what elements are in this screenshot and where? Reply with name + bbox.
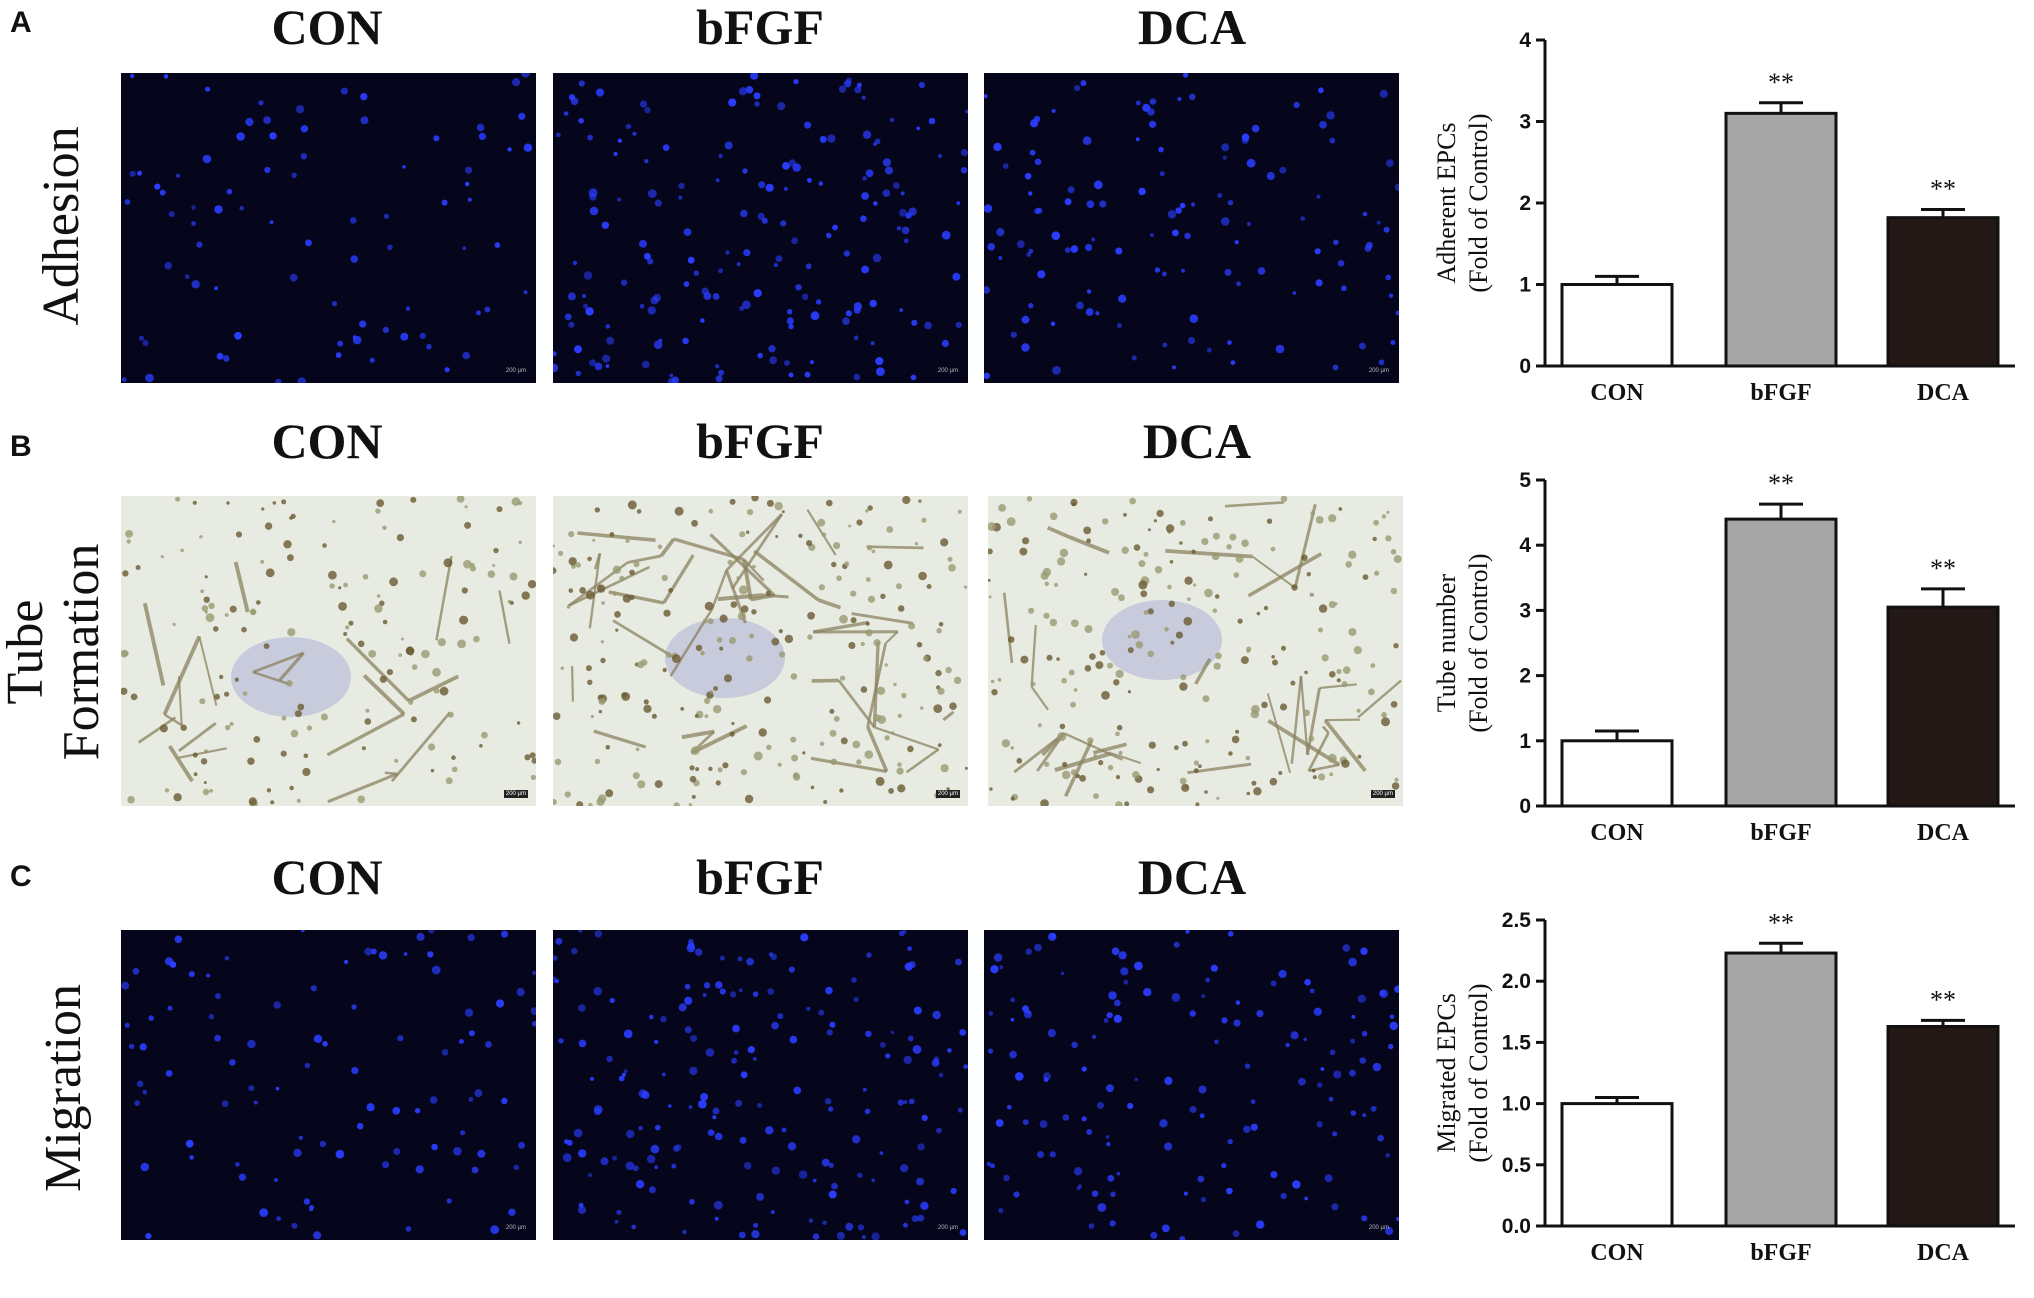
- y-axis-label: (Fold of Control): [1464, 553, 1493, 732]
- adhesion-bfgf-image-render: [553, 73, 968, 383]
- y-axis-label: (Fold of Control): [1464, 113, 1493, 292]
- row-label-line: Migration: [36, 984, 92, 1192]
- bar-bfgf: [1726, 113, 1836, 366]
- column-title-con: CON: [117, 848, 537, 906]
- row-label-migration: Migration: [4, 878, 124, 1298]
- x-tick-label: bFGF: [1750, 1240, 1811, 1266]
- migration-con-image-render: [121, 930, 536, 1240]
- y-tick-label: 2: [1519, 192, 1531, 215]
- significance-marker: **: [1930, 554, 1956, 583]
- x-tick-label: bFGF: [1750, 820, 1811, 846]
- tube-con-image: 200 µm: [121, 496, 536, 806]
- migration-dca-image-render: [984, 930, 1399, 1240]
- x-tick-label: bFGF: [1750, 380, 1811, 406]
- y-tick-label: 0.0: [1502, 1215, 1531, 1238]
- bar-bfgf: [1726, 519, 1836, 806]
- adhesion-con-image-render: [121, 73, 536, 383]
- migration-dca-image: 200 µm: [984, 930, 1399, 1240]
- significance-marker: **: [1768, 68, 1794, 97]
- y-axis-label: Adherent EPCs: [1432, 122, 1461, 283]
- row-label-tube-formation: Tube Formation: [0, 442, 114, 862]
- row-label-line: Tube: [0, 600, 54, 705]
- y-axis-label: Migrated EPCs: [1432, 993, 1461, 1153]
- adhesion-dca-image: 200 µm: [984, 73, 1399, 383]
- significance-marker: **: [1768, 469, 1794, 498]
- tube-bfgf-image-render: [553, 496, 968, 806]
- adhesion-bfgf-image: 200 µm: [553, 73, 968, 383]
- y-axis-label: Tube number: [1432, 573, 1461, 712]
- y-tick-label: 1.5: [1502, 1031, 1532, 1054]
- x-tick-label: CON: [1590, 380, 1644, 406]
- scale-bar-label: 200 µm: [1367, 367, 1391, 375]
- bar-con: [1562, 741, 1672, 806]
- column-title-bfgf: bFGF: [550, 0, 970, 56]
- scale-bar-label: 200 µm: [1367, 1224, 1391, 1232]
- migration-bar-chart: 0.0 0.5 1.0 1.5 2.0 2.5 Migrated EPCs(Fold of …: [1395, 890, 2034, 1260]
- bar-dca: [1888, 1026, 1998, 1226]
- bar-con: [1562, 285, 1672, 367]
- column-title-dca: DCA: [987, 412, 1407, 470]
- bar-con: [1562, 1104, 1672, 1226]
- column-title-dca: DCA: [982, 0, 1402, 56]
- migration-bfgf-image: 200 µm: [553, 930, 968, 1240]
- significance-marker: **: [1930, 175, 1956, 204]
- y-tick-label: 3: [1519, 111, 1531, 134]
- row-label-line: Formation: [54, 544, 110, 761]
- y-tick-label: 0: [1519, 795, 1531, 818]
- y-tick-label: 4: [1519, 534, 1531, 557]
- y-axis-label: (Fold of Control): [1464, 983, 1493, 1162]
- column-title-bfgf: bFGF: [550, 848, 970, 906]
- y-tick-label: 4: [1519, 29, 1531, 52]
- row-label-line: Adhesion: [34, 126, 90, 325]
- adhesion-con-image: 200 µm: [121, 73, 536, 383]
- bar-bfgf: [1726, 953, 1836, 1226]
- tube-bfgf-image: 200 µm: [553, 496, 968, 806]
- migration-bfgf-image-render: [553, 930, 968, 1240]
- y-tick-label: 2.5: [1502, 909, 1532, 932]
- scale-bar-label: 200 µm: [504, 367, 528, 375]
- column-title-bfgf: bFGF: [550, 412, 970, 470]
- y-tick-label: 0.5: [1502, 1154, 1532, 1177]
- y-tick-label: 1: [1519, 274, 1531, 297]
- y-tick-label: 1.0: [1502, 1093, 1531, 1116]
- x-tick-label: CON: [1590, 820, 1644, 846]
- tube-dca-image: 200 µm: [988, 496, 1403, 806]
- column-title-dca: DCA: [982, 848, 1402, 906]
- adhesion-dca-image-render: [984, 73, 1399, 383]
- x-tick-label: DCA: [1917, 820, 1970, 846]
- scale-bar-label: 200 µm: [504, 1224, 528, 1232]
- significance-marker: **: [1768, 908, 1794, 937]
- row-label-adhesion: Adhesion: [2, 16, 122, 436]
- x-tick-label: DCA: [1917, 380, 1970, 406]
- scale-bar-label: 200 µm: [504, 790, 528, 798]
- bar-dca: [1888, 218, 1998, 366]
- migration-con-image: 200 µm: [121, 930, 536, 1240]
- significance-marker: **: [1930, 985, 1956, 1014]
- y-tick-label: 0: [1519, 355, 1531, 378]
- y-tick-label: 2: [1519, 665, 1531, 688]
- bar-dca: [1888, 607, 1998, 806]
- y-tick-label: 2.0: [1502, 970, 1531, 993]
- x-tick-label: DCA: [1917, 1240, 1970, 1266]
- scale-bar-label: 200 µm: [1371, 790, 1395, 798]
- scale-bar-label: 200 µm: [936, 790, 960, 798]
- column-title-con: CON: [117, 0, 537, 56]
- y-tick-label: 3: [1519, 599, 1531, 622]
- scale-bar-label: 200 µm: [936, 1224, 960, 1232]
- column-title-con: CON: [117, 412, 537, 470]
- tube-con-image-render: [121, 496, 536, 806]
- scale-bar-label: 200 µm: [936, 367, 960, 375]
- tube-dca-image-render: [988, 496, 1403, 806]
- y-tick-label: 1: [1519, 730, 1531, 753]
- x-tick-label: CON: [1590, 1240, 1644, 1266]
- y-tick-label: 5: [1519, 469, 1531, 492]
